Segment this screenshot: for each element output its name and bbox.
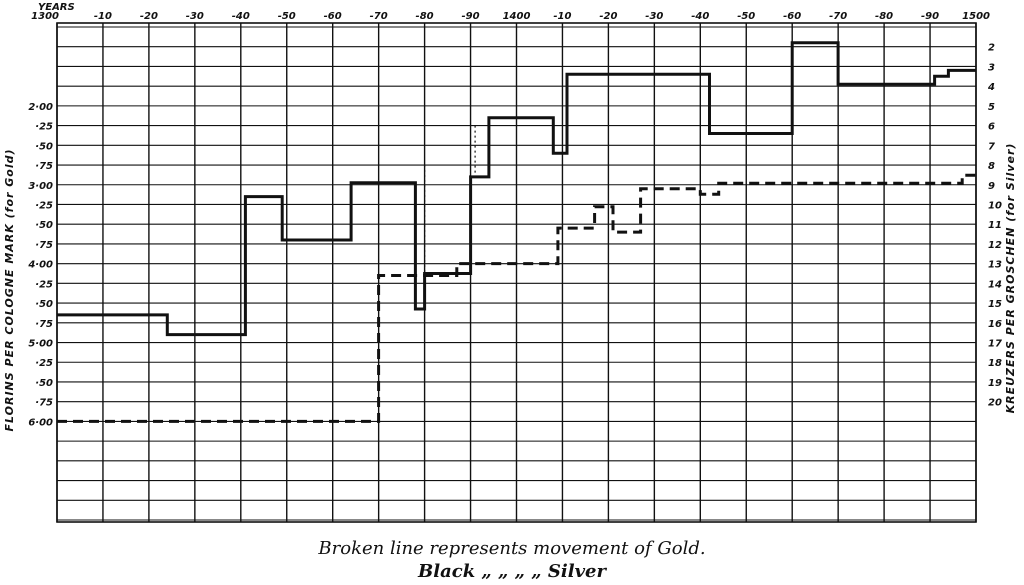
x-tick-label: -50 xyxy=(278,11,296,22)
x-tick-label: -20 xyxy=(599,11,617,22)
x-tick-label: -70 xyxy=(370,11,388,22)
left-tick-label: ·25 xyxy=(35,279,53,290)
right-tick-label: 19 xyxy=(988,378,1002,389)
x-tick-label: -20 xyxy=(140,11,158,22)
x-tick-label: 1400 xyxy=(503,11,531,22)
x-tick-label: -40 xyxy=(232,11,250,22)
left-tick-label: 3·00 xyxy=(28,181,53,192)
x-tick-label: -70 xyxy=(829,11,847,22)
right-tick-label: 12 xyxy=(988,240,1002,251)
x-tick-label: -90 xyxy=(462,11,480,22)
series-gold-line xyxy=(57,173,976,423)
right-tick-labels: 2 3 4 5 6 7 8 9 10 11 12 13 14 15 16 17 18 19 20 xyxy=(987,43,1002,409)
right-tick-label: 4 xyxy=(987,82,995,93)
x-tick-label: -10 xyxy=(94,11,112,22)
right-tick-label: 10 xyxy=(988,200,1002,211)
left-tick-label: 4·00 xyxy=(27,260,53,271)
caption-silver: Black „ „ „ „ Silver xyxy=(418,561,606,582)
right-tick-label: 8 xyxy=(988,161,995,172)
x-tick-label: -90 xyxy=(921,11,939,22)
x-tick-label: -30 xyxy=(645,11,663,22)
left-tick-label: ·75 xyxy=(35,240,53,251)
x-tick-label: 1300 xyxy=(31,11,59,22)
right-axis-label: KREUZERS PER GROSCHEN (for Silver) xyxy=(1004,143,1017,414)
right-tick-label: 9 xyxy=(988,181,995,192)
x-tick-label: -10 xyxy=(553,11,571,22)
right-tick-label: 20 xyxy=(988,398,1002,409)
caption-gold: Broken line represents movement of Gold. xyxy=(318,538,706,559)
left-tick-label: ·75 xyxy=(35,398,53,409)
left-tick-label: 6·00 xyxy=(28,417,53,428)
series-group xyxy=(57,41,976,423)
left-tick-label: 5·00 xyxy=(28,339,53,350)
x-tick-label: -50 xyxy=(737,11,755,22)
right-tick-label: 2 xyxy=(988,43,995,54)
right-tick-label: 16 xyxy=(988,319,1002,330)
right-tick-label: 3 xyxy=(988,62,995,73)
x-tick-label: -80 xyxy=(875,11,893,22)
x-tick-label: -60 xyxy=(324,11,342,22)
right-tick-label: 7 xyxy=(988,141,995,152)
left-tick-label: ·50 xyxy=(35,299,53,310)
right-tick-label: 14 xyxy=(988,279,1002,290)
left-tick-label: ·75 xyxy=(35,161,53,172)
right-tick-label: 15 xyxy=(988,299,1002,310)
left-tick-label: ·25 xyxy=(35,358,53,369)
right-tick-label: 11 xyxy=(988,220,1002,231)
years-label: YEARS xyxy=(38,2,75,13)
x-tick-label: 1500 xyxy=(962,11,990,22)
left-tick-label: 2·00 xyxy=(28,102,53,113)
left-tick-label: ·25 xyxy=(35,122,53,133)
left-tick-label: ·25 xyxy=(35,200,53,211)
left-tick-label: ·50 xyxy=(35,141,53,152)
right-tick-label: 5 xyxy=(988,102,995,113)
x-tick-label: -30 xyxy=(186,11,204,22)
right-tick-label: 13 xyxy=(988,260,1002,271)
left-tick-labels: 2·00 ·25 ·50 ·75 3·00 ·25 ·50 ·75 4·00 ·25 ·50 ·75 5… xyxy=(27,102,53,429)
grid xyxy=(56,22,977,523)
left-axis-label: FLORINS PER COLOGNE MARK (for Gold) xyxy=(3,148,16,431)
left-tick-label: ·50 xyxy=(35,378,53,389)
series-silver-line xyxy=(57,41,976,337)
x-tick-label: -40 xyxy=(691,11,709,22)
right-tick-label: 6 xyxy=(988,122,995,133)
x-tick-label: -60 xyxy=(783,11,801,22)
right-tick-label: 18 xyxy=(988,358,1002,369)
right-tick-label: 17 xyxy=(988,339,1002,350)
x-tick-label: -80 xyxy=(416,11,434,22)
left-tick-label: ·75 xyxy=(35,319,53,330)
x-tick-labels: 1300 -10 -20 -30 -40 -50 -60 -70 -80 -90 1400 -10 -2… xyxy=(31,11,990,22)
left-tick-label: ·50 xyxy=(35,220,53,231)
chart: 1300 -10 -20 -30 -40 -50 -60 -70 -80 -90 1400 -10 -2… xyxy=(3,2,1017,523)
